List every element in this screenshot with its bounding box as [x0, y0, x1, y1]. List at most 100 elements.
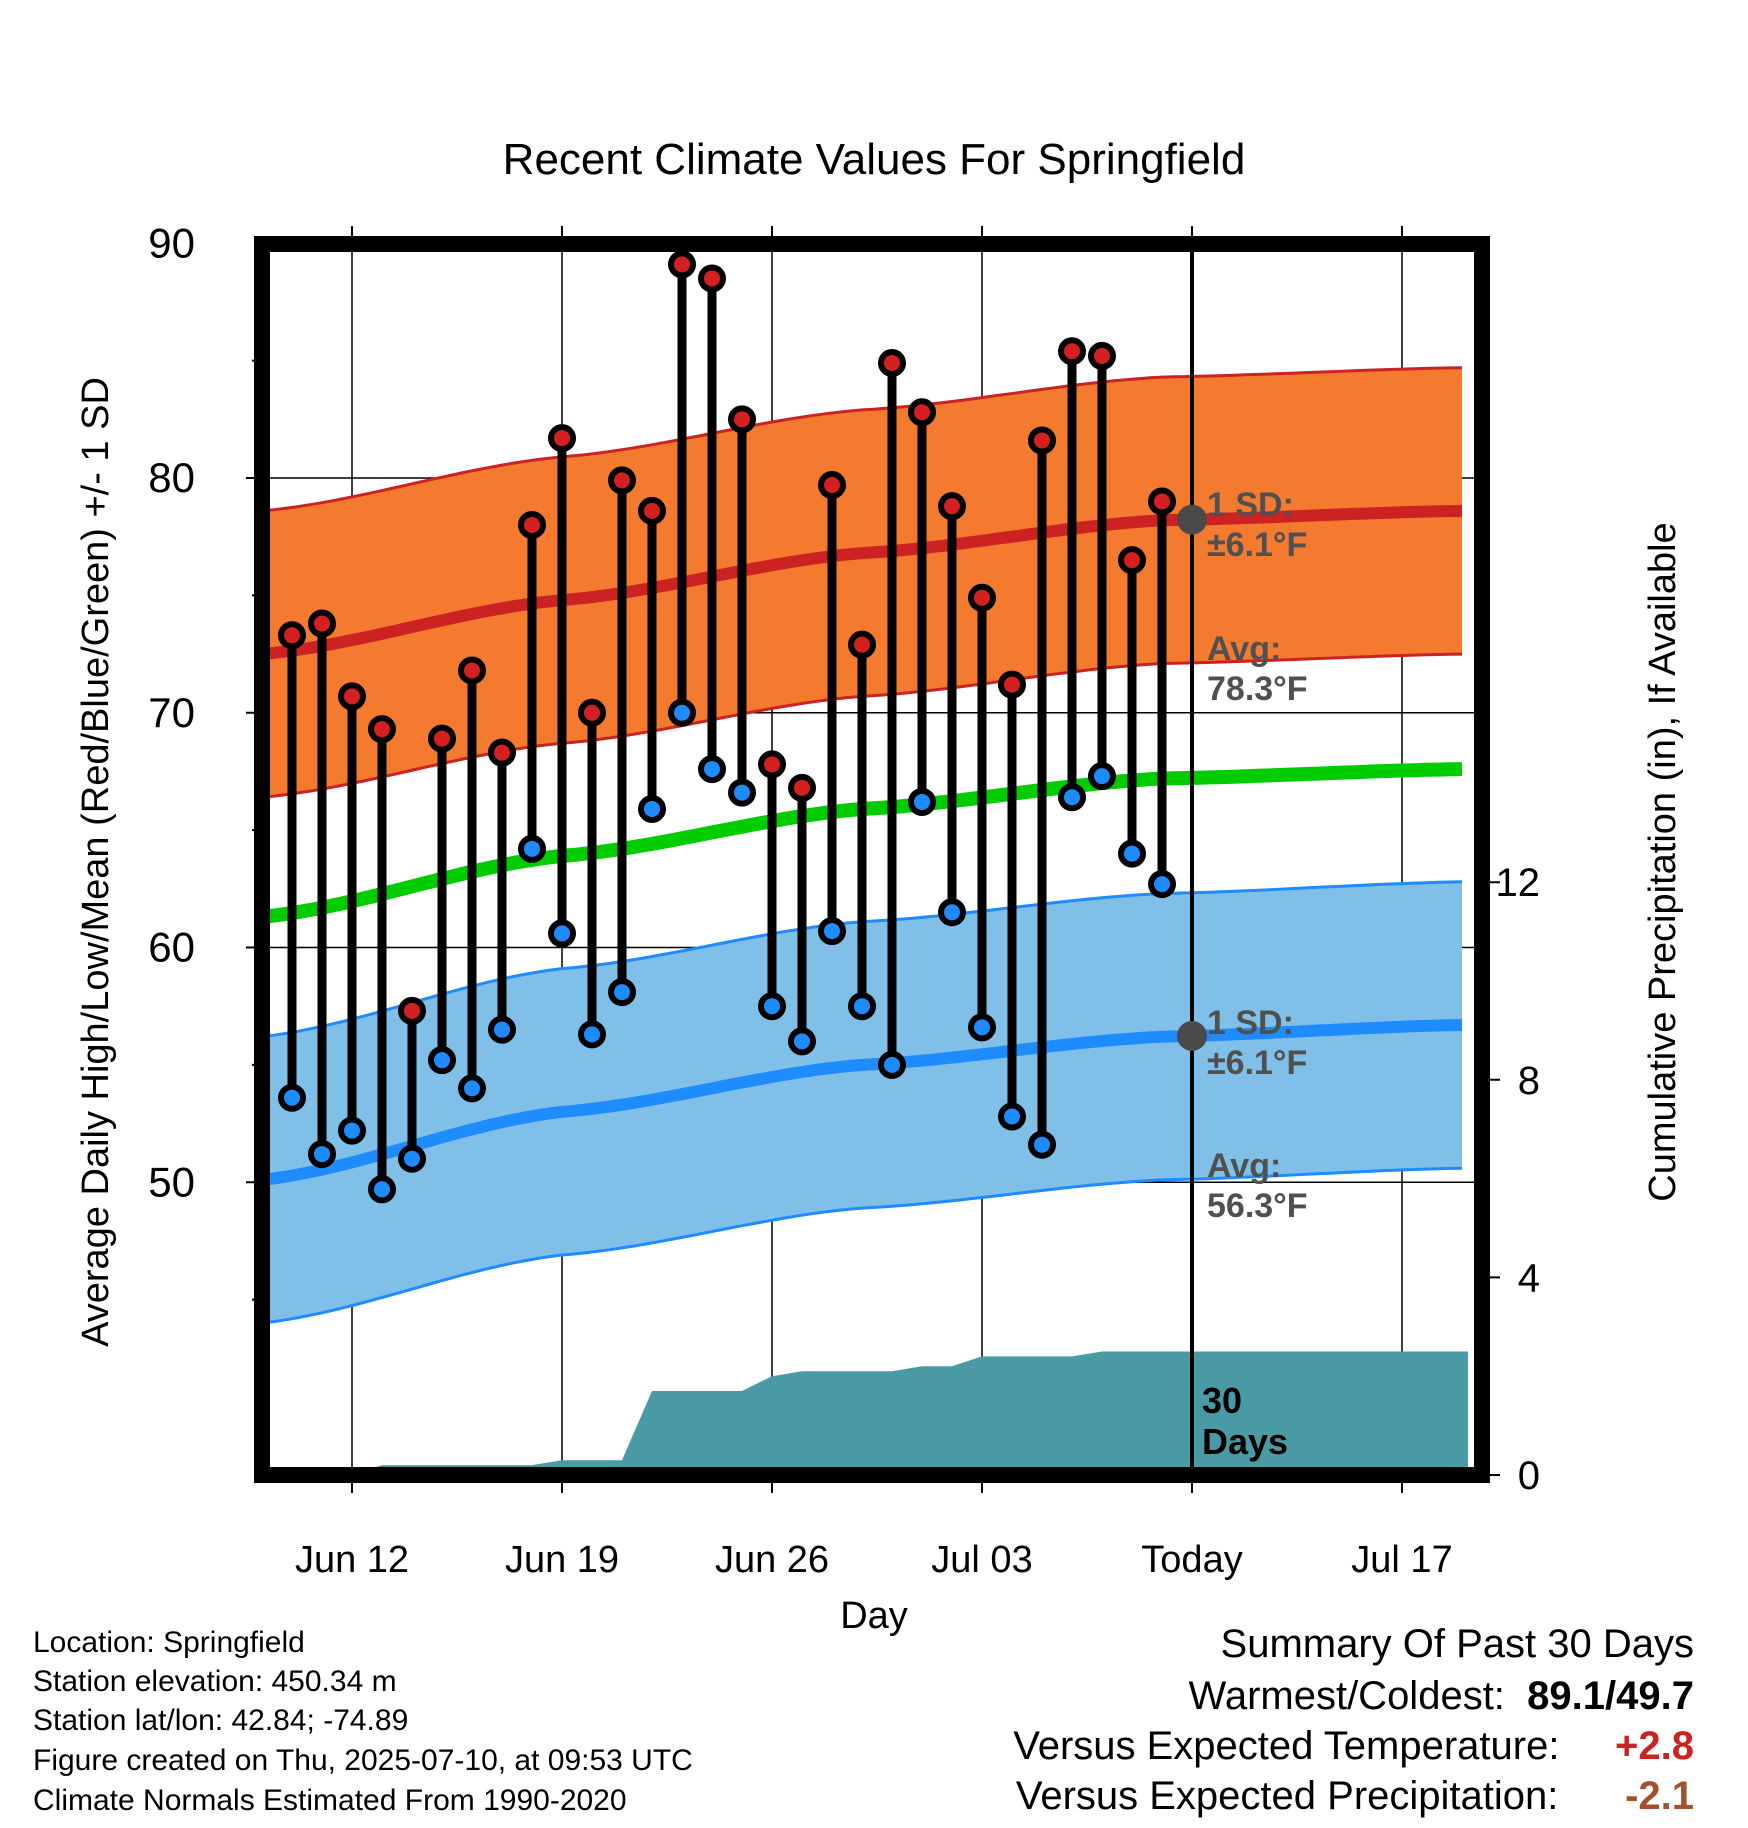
x-axis-label: Day	[840, 1595, 908, 1637]
high-point-22	[908, 398, 936, 427]
location-info: Location: Springfield	[33, 1626, 305, 1659]
low-point-17	[758, 992, 786, 1021]
high-avg-label: Avg:	[1207, 630, 1281, 668]
high-point-9	[518, 510, 546, 539]
high-sd-upper-line	[262, 366, 1463, 513]
high-sd-label: 1 SD:	[1207, 486, 1294, 524]
y-tick-label-3: 80	[148, 454, 195, 501]
low-point-5	[398, 1144, 426, 1173]
high-point-21	[878, 348, 906, 377]
high-point-4	[368, 715, 396, 744]
high-point-29	[1118, 546, 1146, 575]
low-sd-lower-line	[262, 1166, 1463, 1325]
low-sd-band	[262, 881, 1462, 1324]
high-point-30	[1148, 487, 1176, 516]
y2-tick-label-3: 12	[1496, 861, 1541, 905]
high-point-19	[818, 471, 846, 500]
y-axis-label: Average Daily High/Low/Mean (Red/Blue/Gr…	[75, 377, 117, 1347]
low-point-16	[728, 778, 756, 807]
high-point-17	[758, 750, 786, 779]
low-avg-value: 56.3°F	[1207, 1187, 1308, 1225]
low-point-18	[788, 1027, 816, 1056]
high-point-20	[848, 630, 876, 659]
high-point-7	[458, 656, 486, 685]
low-point-3	[338, 1116, 366, 1145]
summary-temp: Versus Expected Temperature: +2.8	[1013, 1724, 1694, 1768]
low-point-6	[428, 1046, 456, 1075]
created-info: Figure created on Thu, 2025-07-10, at 09…	[33, 1744, 693, 1777]
high-point-18	[788, 773, 816, 802]
x-tick-label-1: Jun 19	[505, 1539, 619, 1581]
high-point-28	[1088, 341, 1116, 370]
low-point-29	[1118, 839, 1146, 868]
low-point-1	[278, 1083, 306, 1112]
y2-axis-label: Cumulative Precipitation (in), If Availa…	[1642, 522, 1684, 1201]
low-point-25	[998, 1102, 1026, 1131]
low-point-22	[908, 787, 936, 816]
high-point-15	[698, 264, 726, 293]
low-point-20	[848, 992, 876, 1021]
high-point-6	[428, 724, 456, 753]
low-point-12	[608, 978, 636, 1007]
y2-tick-label-2: 8	[1518, 1059, 1540, 1103]
x-tick-label-2: Jun 26	[715, 1539, 829, 1581]
coldest-value: 49.7	[1616, 1674, 1694, 1718]
temp-value: +2.8	[1615, 1724, 1694, 1768]
low-point-7	[458, 1074, 486, 1103]
chart-title: Recent Climate Values For Springfield	[503, 135, 1246, 184]
low-point-21	[878, 1050, 906, 1079]
x-tick-label-4: Today	[1141, 1539, 1242, 1581]
high-point-2	[308, 609, 336, 638]
high-point-10	[548, 424, 576, 453]
high-point-1	[278, 621, 306, 650]
low-point-15	[698, 755, 726, 784]
low-point-14	[668, 698, 696, 727]
high-point-24	[968, 583, 996, 612]
high-point-14	[668, 250, 696, 279]
high-point-23	[938, 492, 966, 521]
precip-label-count: 30	[1202, 1380, 1242, 1421]
summary-warm-cold: Warmest/Coldest: 89.1/49.7	[1189, 1674, 1694, 1718]
precip-area	[262, 1351, 1468, 1475]
low-point-26	[1028, 1130, 1056, 1159]
low-point-10	[548, 919, 576, 948]
high-sd-value: ±6.1°F	[1207, 526, 1307, 564]
low-point-30	[1148, 870, 1176, 899]
high-point-8	[488, 738, 516, 767]
x-tick-label-5: Jul 17	[1351, 1539, 1452, 1581]
precip-label-days: Days	[1202, 1421, 1288, 1462]
high-avg-value: 78.3°F	[1207, 670, 1308, 708]
latlon-info: Station lat/lon: 42.84; -74.89	[33, 1704, 409, 1737]
high-point-12	[608, 466, 636, 495]
low-point-24	[968, 1013, 996, 1042]
normal-high-line	[262, 504, 1463, 661]
slash: /	[1605, 1674, 1617, 1718]
temp-label: Versus Expected Temperature:	[1013, 1724, 1560, 1768]
x-tick-label-0: Jun 12	[295, 1539, 409, 1581]
summary-title: Summary Of Past 30 Days	[1221, 1622, 1694, 1666]
today-low-marker	[1177, 1020, 1207, 1051]
low-point-19	[818, 917, 846, 946]
low-avg-label: Avg:	[1207, 1147, 1281, 1185]
low-sd-value: ±6.1°F	[1207, 1044, 1307, 1082]
warmest-value: 89.1	[1527, 1674, 1606, 1718]
warm-cold-label: Warmest/Coldest:	[1188, 1674, 1505, 1718]
y2-tick-label-1: 4	[1518, 1256, 1540, 1300]
high-point-25	[998, 670, 1026, 699]
summary-precip: Versus Expected Precipitation: -2.1	[1016, 1774, 1694, 1818]
today-high-marker	[1177, 504, 1207, 535]
low-point-2	[308, 1140, 336, 1169]
low-point-4	[368, 1175, 396, 1204]
high-point-11	[578, 698, 606, 727]
low-point-23	[938, 898, 966, 927]
low-sd-label: 1 SD:	[1207, 1004, 1294, 1042]
y-tick-label-2: 70	[148, 689, 195, 736]
precip-label: Versus Expected Precipitation:	[1015, 1774, 1559, 1818]
y-tick-label-4: 90	[148, 219, 195, 266]
high-point-5	[398, 996, 426, 1025]
elevation-info: Station elevation: 450.34 m	[33, 1665, 397, 1698]
normal-low-line	[262, 1019, 1463, 1186]
high-point-3	[338, 682, 366, 711]
